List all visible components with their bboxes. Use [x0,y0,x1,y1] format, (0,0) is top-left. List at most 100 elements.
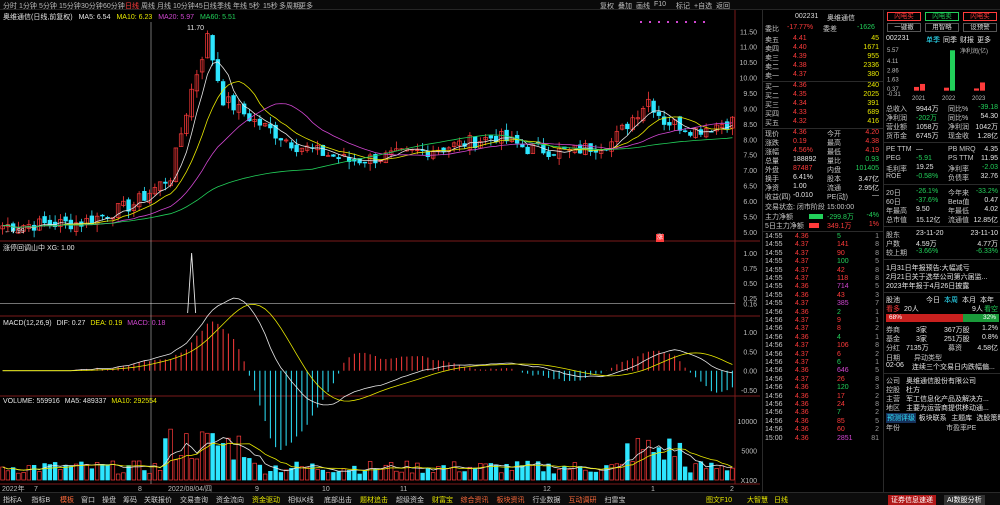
volume-bar-96 [504,463,509,481]
ask-row-1[interactable]: 卖四 4.40 1671 [765,44,881,53]
bottom-tab-6[interactable]: 关联报价 [144,497,172,504]
fin-tab-0[interactable]: 单季 [926,37,940,44]
bottom-tab-4[interactable]: 操盘 [102,497,116,504]
bottom-tab-16[interactable]: 板块资讯 [496,497,525,504]
ask-row-2[interactable]: 卖三 4.39 955 [765,53,881,62]
bottom-right-2[interactable]: 日线 [774,497,788,504]
period-tab-2[interactable]: 5分钟 [39,3,57,10]
bid-row-4[interactable]: 买五 4.32 416 [765,118,881,127]
flash-button-2[interactable]: 闪电买 [963,12,997,21]
bid-row-2[interactable]: 买三 4.34 391 [765,100,881,109]
bottom-tab-1[interactable]: 指标B [31,497,51,504]
tick-volume: 106 [837,342,849,350]
volume-bar-23 [121,472,126,481]
bottom-tab-17[interactable]: 行业数据 [532,497,561,504]
rows3-label: 60日 [886,199,901,206]
info-bottom-button-0[interactable]: 证券信息速递 [888,495,936,505]
fund-tab-0[interactable]: 股池 [886,297,900,304]
quote-code: 002231 [795,13,819,20]
bottom-right-0[interactable]: 图文F10 [706,497,733,504]
volume-bar-93 [488,463,494,481]
action-button-0[interactable]: 一键撤 [887,23,921,32]
bottom-tab-12[interactable]: 题材追击 [360,497,388,504]
period-tab-6[interactable]: 日线 [125,3,139,10]
info-bottom-button-1[interactable]: AI数股分析 [944,495,985,505]
period-tab-9[interactable]: 10分钟 [173,3,195,10]
tag-0[interactable]: 预测评级 [886,413,916,423]
bottom-tab-10[interactable]: 相似K线 [288,497,314,504]
bottom-tab-13[interactable]: 超级资金 [396,497,424,504]
period-tab-5[interactable]: 60分钟 [103,3,125,10]
bid-label: 买五 [765,120,779,127]
action-button-1[interactable]: 用智略 [925,23,959,32]
toolbar-tool-6[interactable]: 返回 [716,3,730,10]
bid-row-1[interactable]: 买二 4.35 2025 [765,91,881,100]
volume-bar-131 [688,472,693,481]
kline-chart-svg[interactable]: 11.5011.0010.5010.009.509.008.508.007.50… [0,10,760,493]
bottom-right-1[interactable]: 大智慧 [747,497,768,504]
bottom-tab-18[interactable]: 互动调研 [568,497,597,504]
period-tab-15[interactable]: 多周期 [279,3,300,10]
period-tab-12[interactable]: 年线 [233,3,247,10]
flash-button-1[interactable]: 闪电卖 [925,12,959,21]
fund-tab-3[interactable]: 本月 [962,297,976,304]
flash-button-0[interactable]: 闪电买 [887,12,921,21]
ask-row-4[interactable]: 卖一 4.37 380 [765,71,881,80]
toolbar-tool-2[interactable]: 画线 [636,3,650,10]
bottom-tab-9[interactable]: 资金驱动 [252,497,280,504]
news-item-2[interactable]: 2023年年报于4月26日披露 [886,283,970,290]
bid-price: 4.32 [793,118,807,125]
bid-row-0[interactable]: 买一 4.36 240 [765,82,881,91]
bottom-tab-0[interactable]: 指标A [3,497,22,504]
kline-chart-area[interactable]: 11.50 11.00 10.50 10.00 9.50 9.00 8.50 8.00 7.50… [0,10,760,493]
period-tab-14[interactable]: 15秒 [263,3,278,10]
toolbar-tool-5[interactable]: +自选 [694,3,713,10]
fund-tab-2[interactable]: 本周 [944,297,958,304]
bottom-tab-15[interactable]: 综合资讯 [460,497,489,504]
toolbar-tool-1[interactable]: 叠加 [618,3,632,10]
event-row-0[interactable]: 02-06 连续三个交易日内跌幅偏... [886,362,999,371]
period-tab-11[interactable]: 季线 [217,3,231,10]
period-tab-10[interactable]: 45日线 [195,3,217,10]
fin-tab-2[interactable]: 财报 [960,37,974,44]
bottom-tab-2[interactable]: 模板 [60,497,74,504]
period-tab-3[interactable]: 15分钟 [59,3,81,10]
rows1-label-2: 现金收 [948,133,969,140]
fin-bar-1 [920,83,925,91]
ask-row-0[interactable]: 卖五 4.41 45 [765,35,881,44]
fund-tab-1[interactable]: 今日 [926,297,940,304]
bottom-tab-5[interactable]: 筹码 [123,497,137,504]
bottom-tab-11[interactable]: 底部出击 [324,497,352,504]
period-tab-4[interactable]: 30分钟 [81,3,103,10]
toolbar-tool-3[interactable]: F10 [654,1,667,8]
bottom-tab-3[interactable]: 窗口 [81,497,95,504]
news-item-1[interactable]: 2月21日关于选举公司第六届监... [886,274,988,281]
action-button-2[interactable]: 设预警 [963,23,997,32]
tick-volume: 385 [837,300,849,308]
period-tab-13[interactable]: 5秒 [249,3,260,10]
period-tab-16[interactable]: 更多 [299,3,313,10]
tick-count: 5 [875,283,879,291]
bottom-tab-19[interactable]: 扫雷宝 [604,497,626,504]
candle-body-134 [703,128,709,138]
tag-1[interactable]: 板块联系 [918,415,947,422]
bid-row-3[interactable]: 买四 4.33 689 [765,109,881,118]
fund-tab-4[interactable]: 本年 [980,297,994,304]
toolbar-tool-0[interactable]: 复权 [600,3,614,10]
ask-row-3[interactable]: 卖二 4.38 2336 [765,62,881,71]
bottom-tab-8[interactable]: 资金流向 [216,497,244,504]
limit-up-marker[interactable]: 涨 [656,234,664,242]
toolbar-tool-4[interactable]: 标记 [676,3,690,10]
news-item-0[interactable]: 1月31日年报预告:大幅减亏 [886,265,970,272]
period-tab-8[interactable]: 月线 [157,3,171,10]
tick-row-8: 14:55 4.37 385 7 [765,300,881,308]
tag-3[interactable]: 选股策略 [976,415,1000,422]
tag-2[interactable]: 主题库 [951,415,973,422]
fin-tab-1[interactable]: 同季 [943,37,957,44]
bottom-tab-7[interactable]: 交易查询 [180,497,208,504]
period-tab-1[interactable]: 1分钟 [19,3,37,10]
bottom-tab-14[interactable]: 财富宝 [432,497,453,504]
period-tab-7[interactable]: 周线 [141,3,155,10]
fin-tab-3[interactable]: 更多 [977,37,991,44]
period-tab-0[interactable]: 分时 [3,3,17,10]
